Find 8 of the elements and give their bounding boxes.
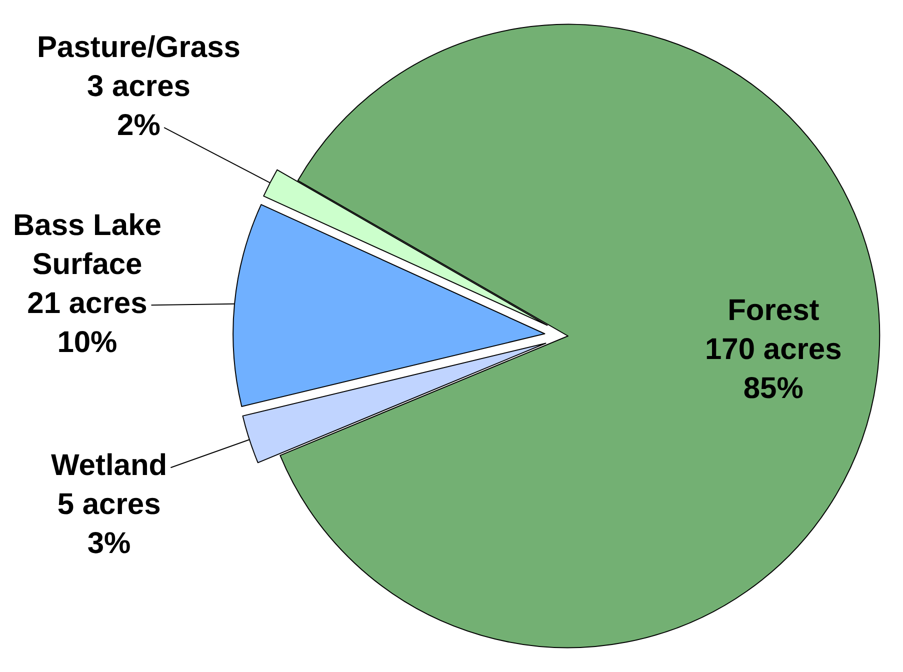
slice-label: Bass Lake Surface [13,209,162,281]
data-label: 170 acres 85% [705,333,842,405]
slice-label: Pasture/Grass [37,31,240,64]
data-label: 3 acres 2% [87,70,190,142]
slice-label: Wetland [51,449,168,482]
data-label: 5 acres 3% [57,488,161,560]
slice-label: Forest [728,294,820,327]
data-label: 21 acres 10% [27,287,148,359]
